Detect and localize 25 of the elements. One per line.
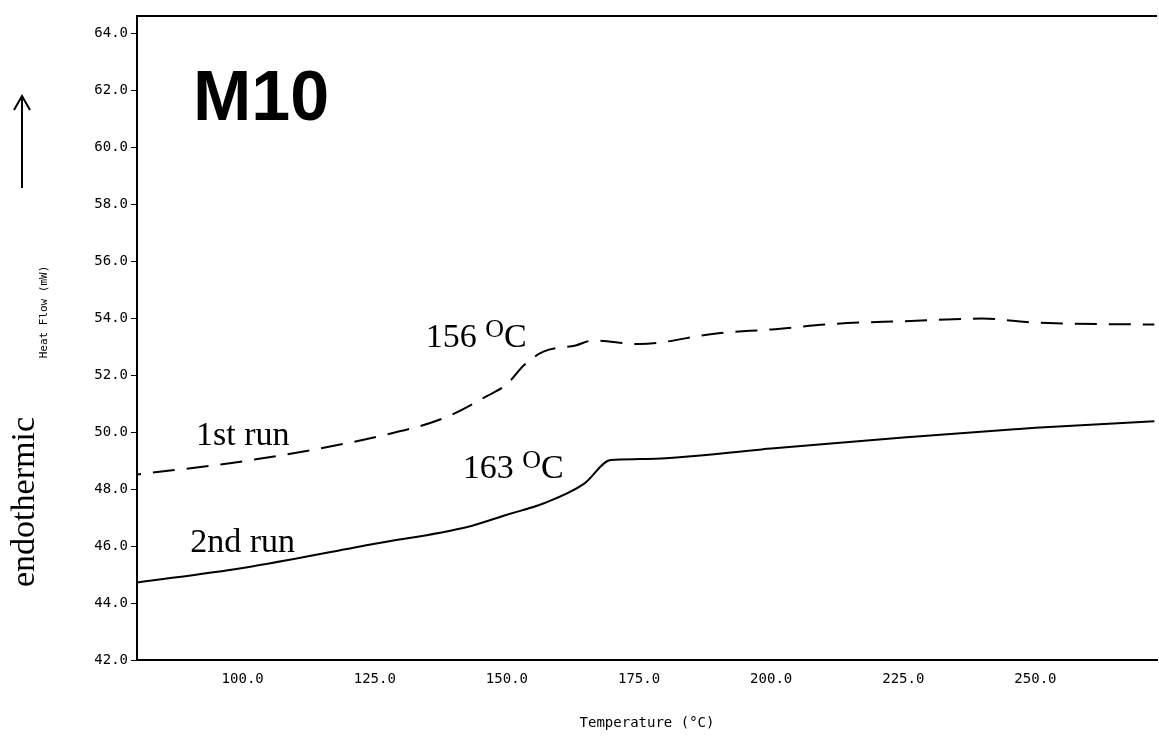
y-tick-label: 56.0	[94, 251, 128, 268]
series-label: 1st run	[195, 415, 290, 453]
y-axis-title: Heat Flow (mW)	[36, 265, 50, 359]
text: M10	[193, 57, 330, 135]
x-tick-label: 200.0	[750, 670, 793, 687]
y-tick-label: 62.0	[94, 80, 128, 97]
x-tick-label: 250.0	[1014, 670, 1057, 687]
y-tick-label: 50.0	[94, 422, 128, 439]
y-tick-label: 64.0	[94, 23, 128, 40]
y-tick-label: 60.0	[94, 137, 128, 154]
y-tick-label: 48.0	[94, 479, 128, 496]
x-tick-label: 225.0	[882, 670, 925, 687]
series-label: 2nd run	[190, 521, 296, 559]
x-axis-title: Temperature (°C)	[579, 714, 715, 731]
text: endothermic	[4, 417, 41, 587]
y-tick-label: 58.0	[94, 194, 128, 211]
y-tick-label: 44.0	[94, 593, 128, 610]
x-tick-label: 150.0	[485, 670, 529, 687]
x-tick-label: 100.0	[221, 670, 264, 687]
y-tick-label: 54.0	[94, 308, 128, 325]
x-tick-label: 175.0	[617, 670, 661, 687]
y-tick-label: 46.0	[94, 536, 128, 553]
x-tick-label: 125.0	[353, 670, 396, 687]
y-tick-label: 42.0	[94, 650, 128, 667]
y-tick-label: 52.0	[94, 365, 128, 382]
